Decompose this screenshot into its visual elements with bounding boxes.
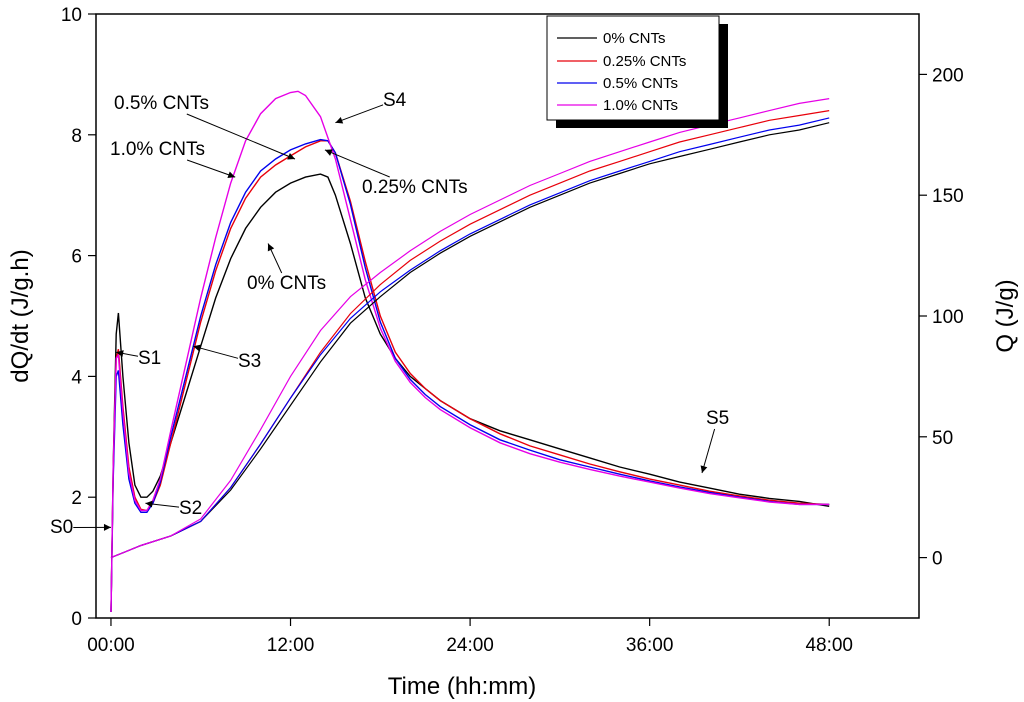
axis-ticks-group: 00:00 12:00 24:00 36:00 48:00024681005010015… bbox=[61, 5, 964, 656]
y-left-tick-label: 4 bbox=[71, 367, 82, 388]
cumulative-line-0-cnts bbox=[110, 122, 830, 559]
y-right-tick-label: 150 bbox=[932, 186, 964, 207]
annotation-arrowhead-s0 bbox=[103, 523, 111, 531]
annotation-arrowhead-1-0-cnts bbox=[227, 171, 236, 179]
annotation-arrowhead-s4 bbox=[335, 116, 344, 124]
y-axis-left-title: dQ/dt (J/g.h) bbox=[7, 249, 34, 382]
annotation-s1: S1 bbox=[138, 348, 161, 369]
annotation-s5: S5 bbox=[706, 408, 729, 429]
legend-label-0: 0% CNTs bbox=[603, 30, 666, 47]
rate-line-1-0-cnts bbox=[110, 90, 830, 613]
annotation-arrowhead-s2 bbox=[145, 500, 153, 508]
annotation-arrowhead-s3 bbox=[193, 344, 201, 352]
annotation-arrowhead-s1 bbox=[116, 350, 124, 357]
annotation-arrowhead-0-5-cnts bbox=[287, 153, 296, 160]
annotation-leader-s4 bbox=[335, 104, 384, 124]
annotation-arrowhead-s5 bbox=[700, 465, 708, 474]
legend-label-2: 0.5% CNTs bbox=[603, 75, 678, 92]
cumulative-line-0-5-cnts bbox=[110, 117, 830, 559]
y-right-tick-label: 0 bbox=[932, 549, 943, 570]
rate-line-0-25-cnts bbox=[110, 140, 830, 613]
annotations-group: S0 S1 S2 S3 S4 S5 0.5% CNTs 1.0% CNTs 0.25% CNTs… bbox=[50, 90, 729, 538]
annotation-s3: S3 bbox=[238, 351, 261, 372]
x-tick-label: 24:00 bbox=[446, 635, 494, 656]
annotation-arrowhead-0-25-cnts bbox=[324, 149, 333, 156]
x-tick-label: 36:00 bbox=[626, 635, 674, 656]
legend-box bbox=[546, 15, 720, 121]
x-tick-label: 12:00 bbox=[267, 635, 315, 656]
x-axis-title: Time (hh:mm) bbox=[388, 673, 536, 700]
y-left-tick-label: 2 bbox=[71, 488, 82, 509]
y-right-tick-label: 50 bbox=[932, 428, 953, 449]
annotation-leader-0-5-cnts bbox=[186, 113, 296, 160]
y-left-tick-label: 8 bbox=[71, 126, 82, 147]
annotation-0-25-cnts: 0.25% CNTs bbox=[362, 177, 468, 198]
annotation-leader-1-0-cnts bbox=[186, 159, 236, 178]
annotation-0-5-cnts: 0.5% CNTs bbox=[114, 93, 209, 114]
annotation-1-0-cnts: 1.0% CNTs bbox=[110, 139, 205, 160]
legend-label-3: 1.0% CNTs bbox=[603, 97, 678, 114]
annotation-s4: S4 bbox=[383, 90, 407, 111]
cumulative-heat-series-group bbox=[110, 98, 830, 559]
annotation-leader-s5 bbox=[701, 428, 716, 474]
annotation-0-cnts: 0% CNTs bbox=[247, 273, 326, 294]
y-right-tick-label: 200 bbox=[932, 65, 964, 86]
annotation-leader-s3 bbox=[193, 345, 239, 359]
rate-line-0-5-cnts bbox=[110, 138, 830, 613]
rate-line-0-cnts bbox=[110, 173, 830, 613]
legend: 0% CNTs 0.25% CNTs 0.5% CNTs 1.0% CNTs bbox=[546, 15, 728, 128]
annotation-leader-0-25-cnts bbox=[324, 149, 390, 178]
annotation-s0: S0 bbox=[50, 517, 73, 538]
y-right-tick-label: 100 bbox=[932, 307, 964, 328]
y-left-tick-label: 6 bbox=[71, 247, 82, 268]
y-left-tick-label: 10 bbox=[61, 5, 82, 26]
x-tick-label: 48:00 bbox=[805, 635, 853, 656]
x-tick-label: 00:00 bbox=[87, 635, 135, 656]
annotation-arrowhead-0-cnts bbox=[267, 243, 275, 252]
heat-flow-series-group bbox=[110, 90, 830, 613]
y-left-tick-label: 0 bbox=[71, 609, 82, 630]
y-axis-right-title: Q (J/g) bbox=[992, 279, 1019, 352]
cumulative-line-1-0-cnts bbox=[110, 98, 830, 559]
annotation-s2: S2 bbox=[179, 498, 202, 519]
legend-label-1: 0.25% CNTs bbox=[603, 53, 686, 70]
